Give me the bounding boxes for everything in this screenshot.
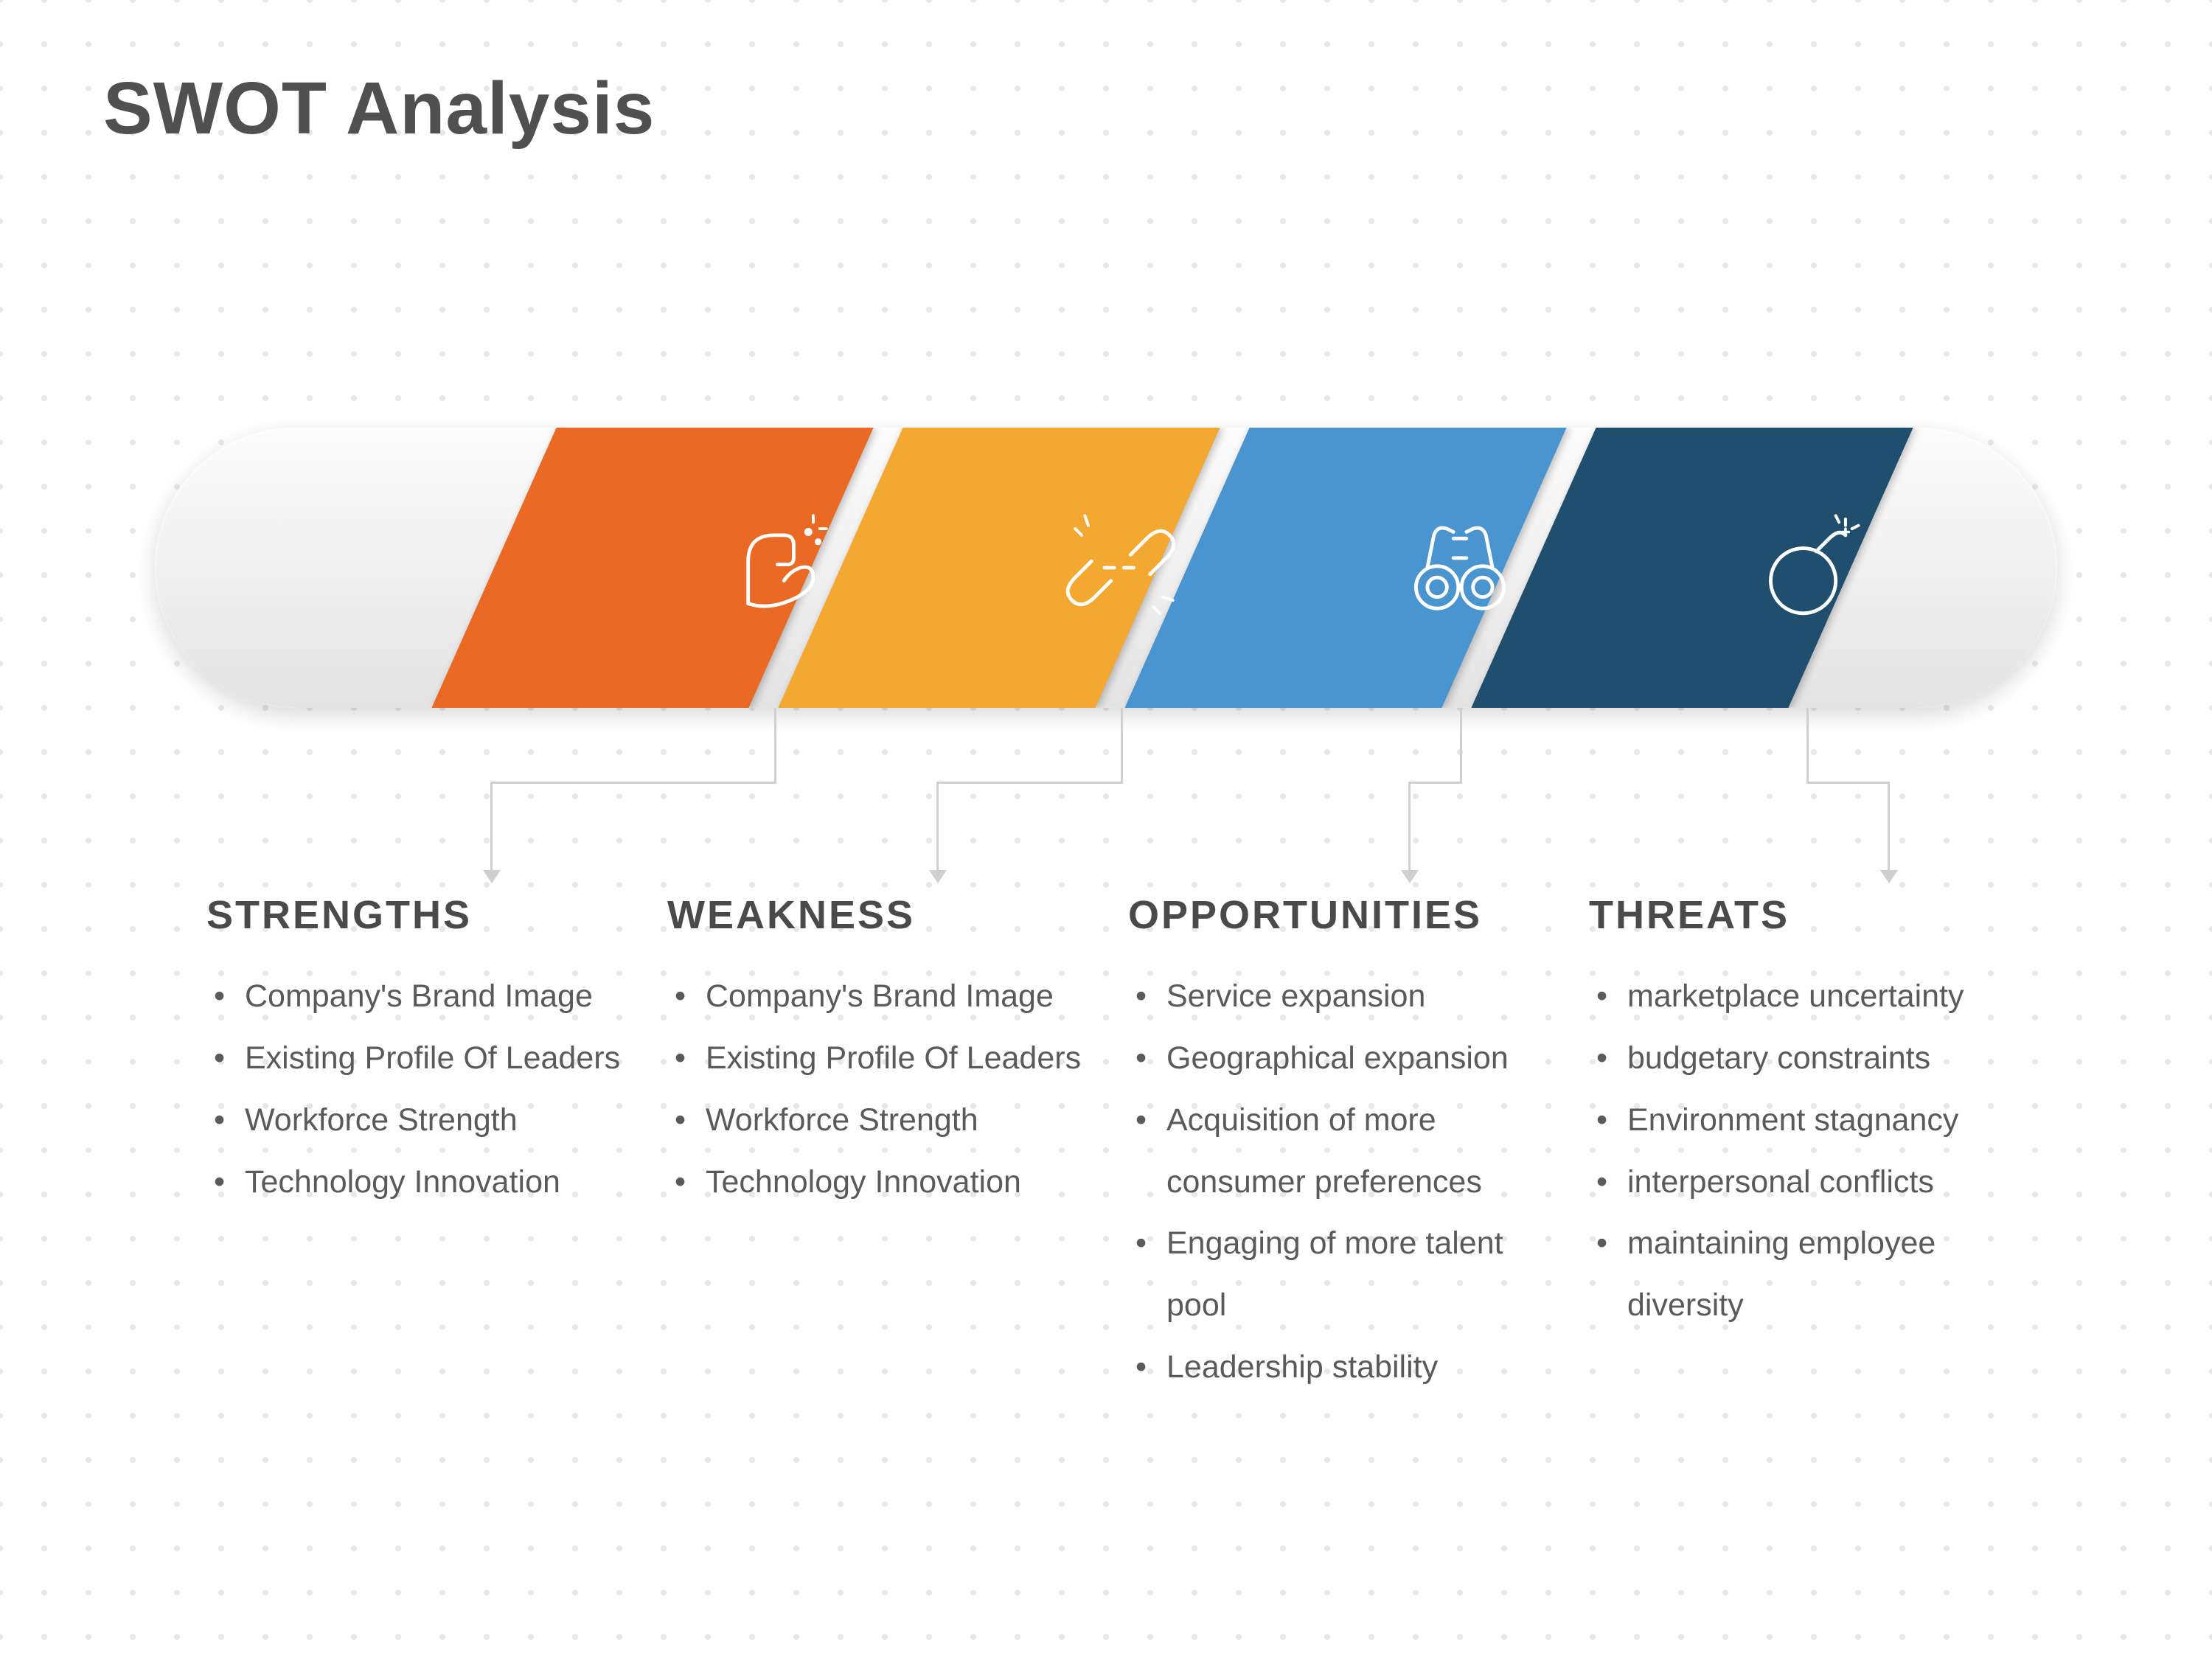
list-item: Leadership stability: [1135, 1337, 1559, 1399]
list-item: Company's Brand Image: [214, 966, 638, 1028]
connector-line: [1806, 708, 1809, 782]
column-strengths: STRENGTHS Company's Brand ImageExisting P…: [206, 892, 638, 1399]
connector-line: [490, 782, 776, 784]
list-item: maintaining employee diversity: [1596, 1213, 2020, 1337]
list-item: Service expansion: [1135, 966, 1559, 1028]
connector-arrow: [483, 870, 501, 883]
list-item: Environment stagnancy: [1596, 1090, 2020, 1152]
list-item: Workforce Strength: [675, 1090, 1099, 1152]
column-heading-strengths: STRENGTHS: [206, 892, 638, 938]
list-item: Geographical expansion: [1135, 1028, 1559, 1090]
column-threats: THREATS marketplace uncertaintybudgetary …: [1589, 892, 2020, 1399]
swot-pill: [155, 428, 2057, 708]
broken-link-icon: [1065, 512, 1176, 623]
column-heading-opportunities: OPPORTUNITIES: [1128, 892, 1559, 938]
column-heading-threats: THREATS: [1589, 892, 2020, 938]
muscle-icon: [719, 512, 830, 623]
column-opportunities: OPPORTUNITIES Service expansionGeographic…: [1128, 892, 1559, 1399]
swot-columns: STRENGTHSCompany's Brand ImageExisting P…: [206, 892, 2020, 1399]
connector-arrow: [1880, 870, 1898, 883]
connector-line: [774, 708, 776, 782]
list-item: interpersonal conflicts: [1596, 1152, 2020, 1214]
list-item: Workforce Strength: [214, 1090, 638, 1152]
list-item: marketplace uncertainty: [1596, 966, 2020, 1028]
list-item: Engaging of more talent pool: [1135, 1213, 1559, 1337]
connector-line: [936, 782, 939, 870]
connector-line: [1888, 782, 1890, 870]
list-item: Acquisition of more consumer preferences: [1135, 1090, 1559, 1214]
list-item: Existing Profile Of Leaders: [214, 1028, 638, 1090]
column-weakness: WEAKNESS Company's Brand ImageExisting Pr…: [667, 892, 1099, 1399]
list-item: Existing Profile Of Leaders: [675, 1028, 1099, 1090]
column-list: Service expansionGeographical expansionA…: [1128, 966, 1559, 1399]
list-item: Technology Innovation: [675, 1152, 1099, 1214]
connector-line: [1121, 708, 1123, 782]
binoculars-icon: [1405, 512, 1515, 623]
connector-arrow: [1401, 870, 1419, 883]
list-item: Company's Brand Image: [675, 966, 1099, 1028]
page-title: SWOT Analysis: [103, 66, 655, 151]
connector-line: [1408, 782, 1462, 784]
connector-line: [1806, 782, 1890, 784]
list-item: budgetary constraints: [1596, 1028, 2020, 1090]
column-list: Company's Brand ImageExisting Profile Of…: [667, 966, 1099, 1213]
connector-line: [936, 782, 1123, 784]
connector-line: [490, 782, 493, 870]
column-list: Company's Brand ImageExisting Profile Of…: [206, 966, 638, 1213]
bomb-icon: [1751, 512, 1862, 623]
connector-arrow: [929, 870, 947, 883]
connector-line: [1408, 782, 1411, 870]
column-heading-weakness: WEAKNESS: [667, 892, 1099, 938]
list-item: Technology Innovation: [214, 1152, 638, 1214]
connector-line: [1460, 708, 1462, 782]
column-list: marketplace uncertaintybudgetary constra…: [1589, 966, 2020, 1337]
